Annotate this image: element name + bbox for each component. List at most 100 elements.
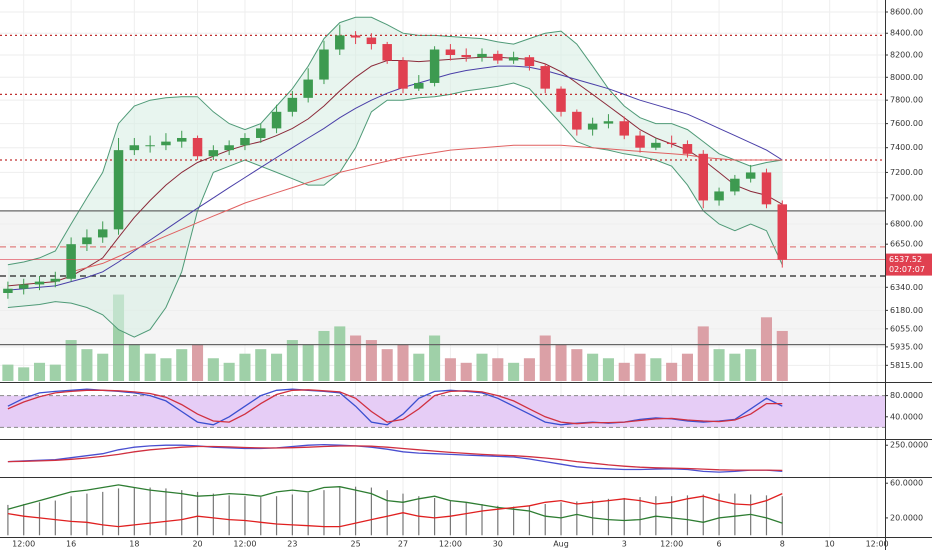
x-tick-label: 23 bbox=[287, 540, 297, 549]
candle-body bbox=[129, 145, 140, 151]
candle-body bbox=[319, 49, 329, 80]
candle-body bbox=[366, 37, 377, 45]
histogram-bar bbox=[228, 495, 230, 536]
candle-body bbox=[493, 53, 503, 61]
volume-bar bbox=[112, 294, 125, 381]
histogram-bar bbox=[244, 496, 246, 536]
candle-body bbox=[556, 88, 566, 112]
histogram-bar bbox=[560, 502, 562, 536]
x-tick-label: Aug bbox=[553, 540, 569, 549]
candle-body bbox=[477, 53, 487, 58]
candle-body bbox=[18, 284, 29, 289]
volume-bar bbox=[681, 353, 693, 381]
candle-body bbox=[714, 191, 724, 201]
histogram-bar bbox=[212, 493, 214, 536]
volume-bar bbox=[729, 353, 741, 381]
histogram-bar bbox=[513, 506, 515, 536]
candle-body bbox=[730, 178, 740, 192]
x-tick-label: 10 bbox=[825, 540, 835, 549]
histogram-bar bbox=[481, 504, 483, 536]
indicator-line bbox=[7, 445, 783, 472]
candle-body bbox=[271, 111, 282, 129]
histogram-bar bbox=[133, 487, 135, 536]
histogram-bar bbox=[165, 488, 167, 536]
volume-bar bbox=[523, 358, 535, 381]
volume-bar bbox=[286, 340, 298, 381]
volume-bar bbox=[271, 353, 283, 381]
histogram-bar bbox=[639, 497, 641, 536]
x-tick-label: 12:00 bbox=[12, 540, 35, 549]
x-tick-label: 16 bbox=[66, 540, 76, 549]
volume-bar bbox=[587, 353, 599, 381]
candle-body bbox=[208, 150, 219, 157]
histogram-bar bbox=[291, 494, 293, 536]
candle-body bbox=[66, 244, 76, 279]
candle-body bbox=[761, 172, 772, 205]
candle-body bbox=[572, 111, 582, 130]
histogram-bar bbox=[465, 502, 467, 536]
candle-body bbox=[224, 145, 234, 151]
volume-bar bbox=[239, 353, 251, 381]
y-tick-label: 8200.00 bbox=[890, 50, 923, 59]
y-tick-label: 6650.00 bbox=[890, 240, 923, 249]
histogram-bar bbox=[323, 490, 325, 536]
volume-bar bbox=[207, 358, 219, 381]
candle-body bbox=[540, 66, 550, 89]
volume-bar bbox=[508, 362, 520, 381]
candle-body bbox=[303, 79, 313, 98]
y-tick-label: 7000.00 bbox=[890, 193, 923, 202]
volume-bar bbox=[33, 362, 46, 381]
y-tick-label: 8000.00 bbox=[890, 73, 923, 82]
band-fill bbox=[0, 395, 885, 428]
histogram-bar bbox=[433, 497, 436, 536]
histogram-bar bbox=[102, 491, 104, 536]
indicator-line bbox=[7, 388, 783, 426]
x-tick-label: 12:00 bbox=[233, 540, 256, 549]
volume-bar bbox=[745, 349, 757, 381]
volume-bar bbox=[713, 349, 725, 381]
candle-body bbox=[34, 281, 45, 285]
histogram-bar bbox=[260, 497, 262, 536]
x-tick-label: 12:00 bbox=[866, 540, 889, 549]
x-tick-label: 18 bbox=[129, 540, 139, 549]
y-tick-label: 7400.00 bbox=[890, 143, 923, 152]
volume-bar bbox=[192, 344, 204, 381]
y-tick-label: 60.0000 bbox=[890, 479, 923, 488]
candle-body bbox=[587, 123, 598, 130]
y-tick-label: 250.0000 bbox=[890, 441, 928, 450]
histogram-bar bbox=[528, 505, 531, 536]
y-tick-label: 7600.00 bbox=[890, 119, 923, 128]
histogram-bar bbox=[686, 495, 689, 536]
volume-bar bbox=[350, 335, 362, 381]
candle-body bbox=[461, 54, 471, 58]
volume-bar bbox=[666, 362, 678, 381]
indicator-line bbox=[7, 16, 783, 266]
candle-body bbox=[682, 144, 693, 154]
candle-body bbox=[398, 60, 408, 89]
candle-body bbox=[666, 142, 677, 145]
histogram-bar bbox=[781, 496, 783, 536]
volume-bar bbox=[697, 326, 709, 381]
volume-bar bbox=[334, 326, 346, 381]
y-tick-label: 8600.00 bbox=[890, 7, 923, 16]
volume-bar bbox=[160, 358, 172, 381]
histogram-bar bbox=[449, 500, 452, 536]
candle-body bbox=[3, 288, 13, 294]
volume-bar bbox=[460, 362, 472, 381]
histogram-bar bbox=[339, 487, 341, 536]
histogram-bar bbox=[765, 495, 768, 536]
histogram-bar bbox=[734, 493, 736, 536]
volume-bar bbox=[618, 362, 630, 381]
candle-body bbox=[698, 153, 708, 201]
candle-body bbox=[745, 172, 756, 179]
y-tick-label: 40.0000 bbox=[890, 412, 923, 421]
indicator-line bbox=[7, 389, 783, 425]
volume-bar bbox=[444, 358, 456, 381]
histogram-bar bbox=[86, 493, 88, 536]
volume-bar bbox=[539, 335, 551, 381]
indicator-line bbox=[7, 493, 783, 528]
y-tick-label: 6800.00 bbox=[890, 220, 923, 229]
histogram-bar bbox=[607, 498, 610, 536]
candle-body bbox=[161, 141, 171, 146]
